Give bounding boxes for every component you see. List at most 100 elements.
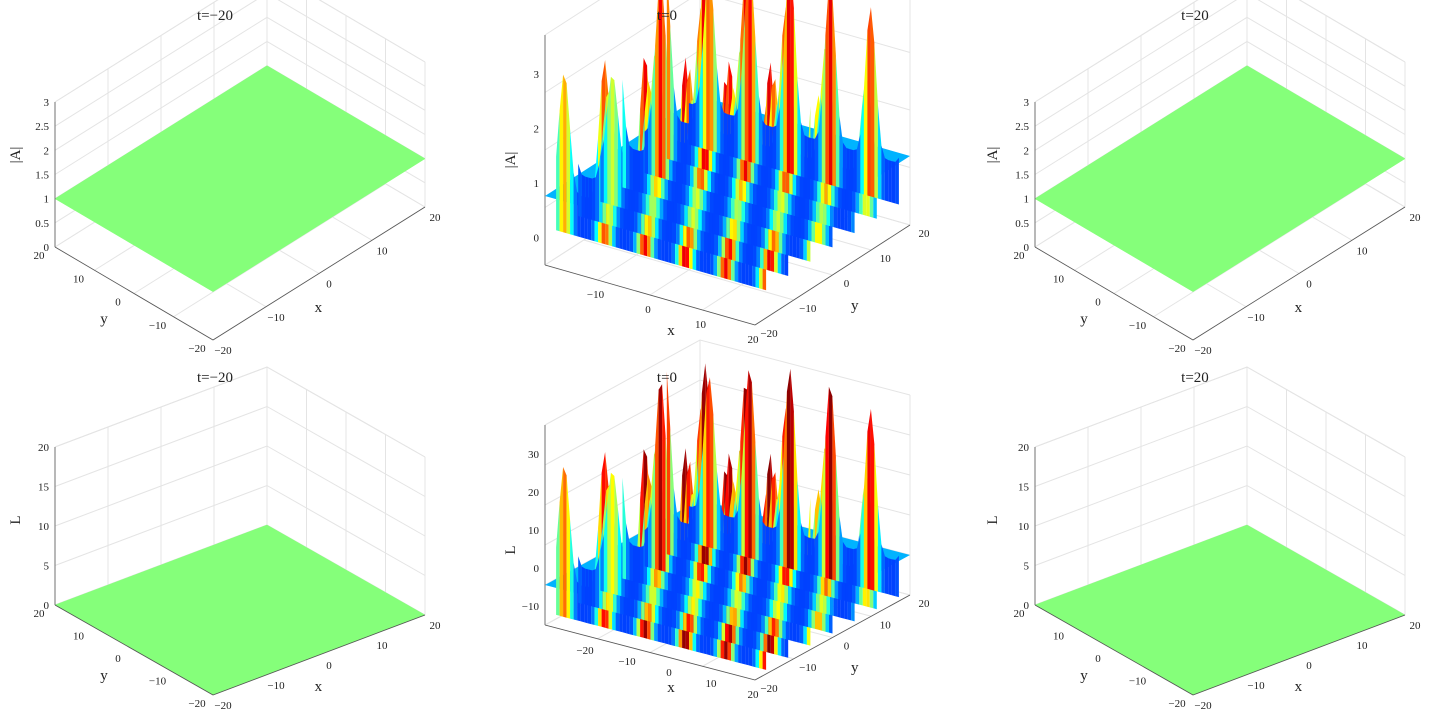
surface-patch: [610, 472, 615, 595]
z-tick-label: 10: [528, 525, 540, 537]
surface-patch: [825, 0, 829, 185]
surface-patch: [688, 103, 693, 146]
y-tick-label: −10: [799, 303, 817, 315]
surface-patch: [804, 535, 808, 574]
y-tick-label: −10: [149, 320, 167, 332]
surface-patch: [741, 416, 745, 557]
surface-patch: [709, 0, 714, 152]
z-tick-label: 15: [1018, 482, 1030, 494]
surface-patch: [570, 520, 574, 620]
surface-patch: [666, 0, 671, 160]
surface-patch: [713, 414, 717, 550]
z-tick-label: 0: [1024, 242, 1030, 254]
surface-patch: [779, 456, 784, 567]
subplot-1: −20−1001020−20−100102000.511.522.53xy|A|…: [8, 0, 441, 357]
surface-patch: [874, 43, 878, 199]
z-axis-label: |A|: [503, 152, 519, 169]
flat-surface-plane: [54, 524, 426, 696]
surface-patch: [617, 508, 622, 597]
z-tick-label: 10: [38, 521, 50, 533]
surface-patch: [563, 467, 567, 618]
surface-patch: [877, 504, 882, 593]
surface-patch: [655, 0, 659, 178]
surface-patch: [835, 55, 840, 188]
surface-patch: [842, 142, 847, 190]
surface-patch: [720, 504, 724, 552]
surface-patch: [559, 467, 564, 617]
surface-patch: [563, 74, 567, 234]
surface-patch: [640, 546, 644, 584]
surface-patch: [730, 517, 735, 554]
surface-patch: [626, 523, 630, 581]
surface-patch: [744, 0, 749, 162]
surface-patch: [863, 431, 868, 589]
y-tick-label: 10: [73, 273, 85, 285]
surface-patch: [793, 411, 798, 571]
surface-patch: [881, 145, 885, 201]
surface-patch: [856, 533, 861, 587]
surface-patch: [644, 526, 649, 568]
axes-edges: [54, 102, 426, 341]
subplot-3: −20−1001020−20−100102000.511.522.53xy|A|…: [985, 0, 1421, 357]
y-tick-label: 10: [880, 253, 892, 265]
surface-patch: [870, 7, 875, 198]
z-tick-label: 1: [44, 194, 50, 206]
z-tick-label: 0.5: [35, 218, 49, 230]
y-tick-label: −20: [760, 683, 778, 695]
surface-patch: [673, 488, 678, 557]
surface-patch: [835, 457, 840, 582]
x-tick-label: 0: [1306, 660, 1312, 672]
surface-patch: [755, 442, 759, 561]
surface-patch: [677, 515, 681, 558]
x-tick-label: 20: [748, 689, 760, 701]
surface-patch: [741, 12, 745, 161]
x-tick-label: −10: [267, 680, 285, 692]
z-tick-label: 0: [44, 600, 50, 612]
z-axis-label: |A|: [8, 147, 24, 164]
x-tick-label: 10: [706, 678, 718, 690]
surface-patch: [825, 386, 829, 579]
surface: [1034, 65, 1406, 292]
surface-patch: [748, 370, 752, 559]
flat-surface-plane: [1034, 524, 1406, 696]
surface-patch: [588, 177, 593, 220]
surface-patch: [797, 479, 801, 572]
surface-patch: [592, 569, 596, 608]
surface-patch: [556, 110, 560, 232]
surface-patch: [783, 391, 787, 568]
surface-patch: [888, 558, 892, 596]
x-tick-label: −20: [576, 645, 594, 657]
surface-patch: [677, 115, 681, 163]
surface-patch: [734, 108, 738, 159]
surface-patch: [860, 89, 864, 195]
y-axis-label: y: [100, 312, 108, 328]
surface-patch: [588, 569, 593, 607]
surface-patch: [699, 445, 703, 546]
y-axis-label: y: [851, 660, 859, 676]
surface-patch: [633, 545, 637, 583]
surface-patch: [651, 45, 656, 177]
surface-patch: [566, 475, 571, 619]
surface-patch: [595, 164, 600, 222]
y-tick-label: 20: [1014, 608, 1026, 620]
surface-patch: [849, 149, 854, 192]
surface-patch: [629, 541, 633, 582]
y-tick-label: 10: [1053, 631, 1065, 643]
z-tick-label: 3: [44, 97, 50, 109]
surface-patch: [776, 106, 780, 171]
surface-patch: [581, 566, 586, 605]
z-tick-label: 0.5: [1015, 218, 1029, 230]
z-tick-label: 0: [44, 242, 50, 254]
z-tick-label: −10: [522, 601, 540, 613]
y-tick-label: −10: [149, 676, 167, 688]
z-tick-label: 15: [38, 482, 50, 494]
surface-patch: [744, 370, 749, 558]
surface-patch: [762, 120, 766, 167]
surface-patch: [600, 534, 604, 592]
surface-patch: [790, 368, 794, 570]
surface-patch: [573, 172, 578, 237]
